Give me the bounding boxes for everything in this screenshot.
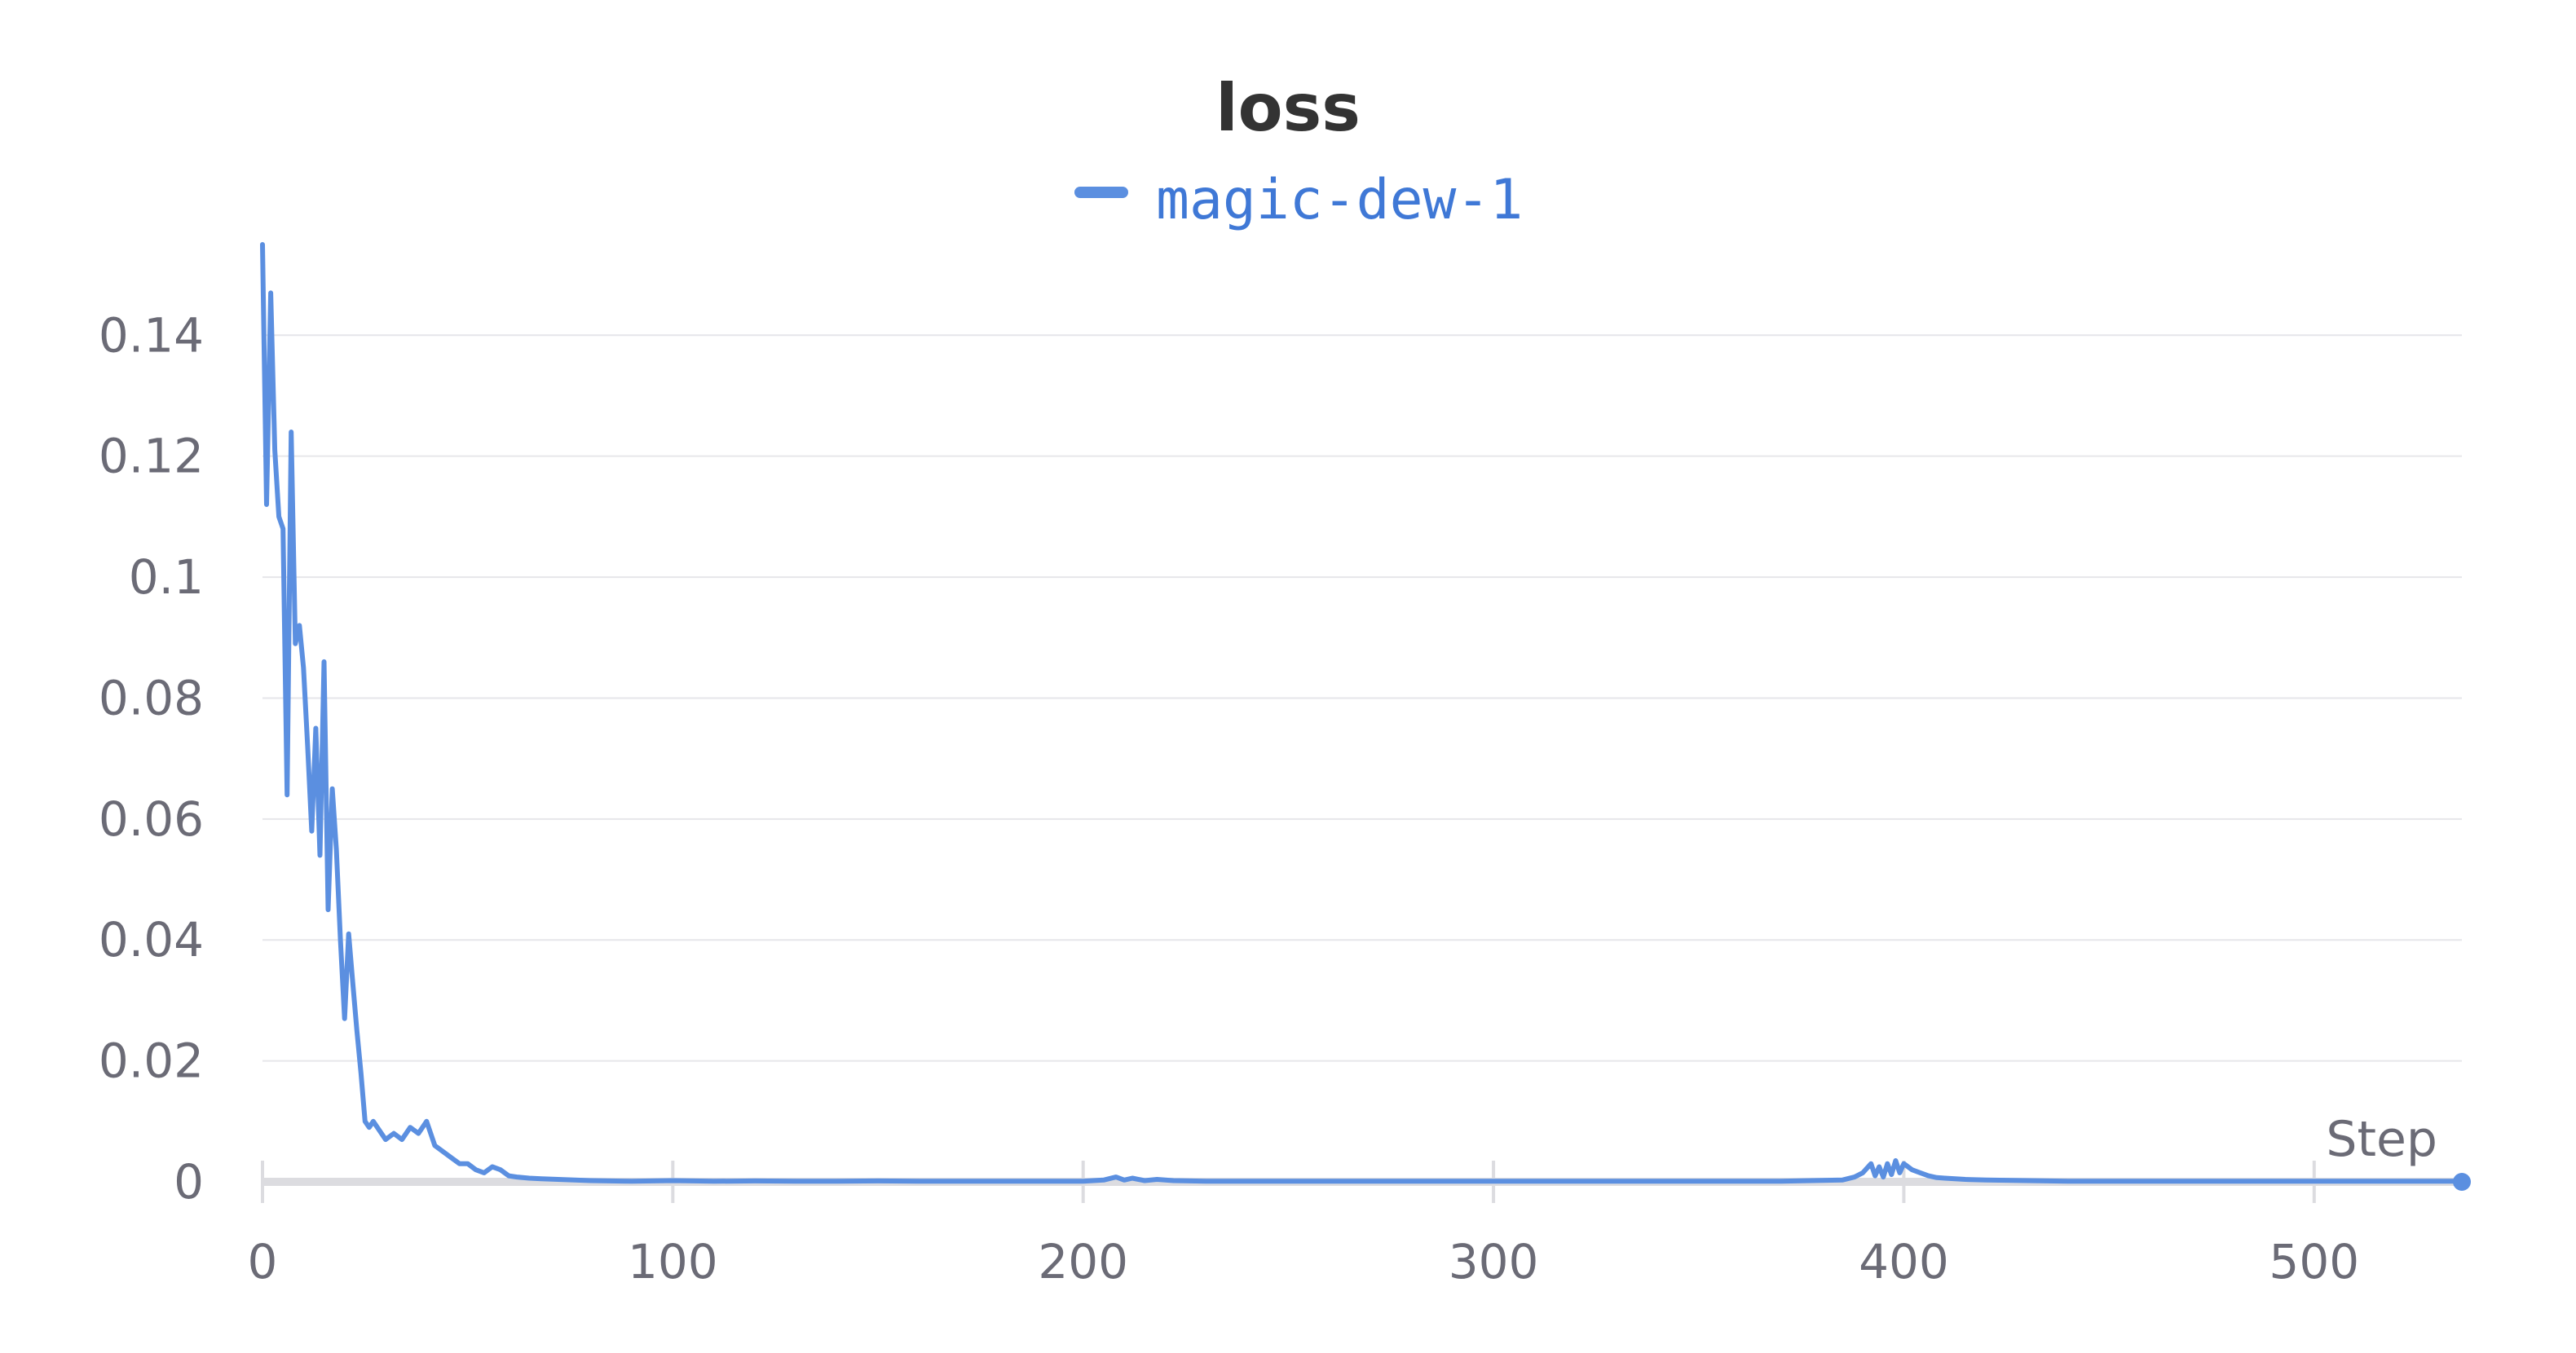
x-axis-tick-labels: 0 100 200 300 400 500 [248,1234,2360,1289]
chart-title: loss [1215,70,1361,146]
x-tick-label: 100 [628,1234,718,1289]
y-tick-label: 0.08 [99,670,204,725]
y-tick-label: 0.04 [99,912,204,967]
legend-item-label: magic-dew-1 [1156,168,1523,232]
y-tick-label: 0.02 [99,1033,204,1089]
y-tick-label: 0.12 [99,429,204,484]
y-tick-label: 0.14 [99,307,204,363]
chart-legend[interactable]: magic-dew-1 [1074,168,1523,232]
y-tick-label: 0.1 [129,549,204,605]
y-tick-label: 0.06 [99,791,204,847]
x-axis-end-handle[interactable] [2453,1173,2471,1191]
series-line-magic-dew-1[interactable] [260,242,2464,1184]
legend-swatch [1074,187,1128,198]
x-axis-label: Step [2326,1111,2437,1168]
grid-lines [262,334,2462,1062]
x-tick-label: 300 [1449,1234,1539,1289]
x-tick-label: 0 [248,1234,278,1289]
x-tick-label: 400 [1859,1234,1949,1289]
x-tick-label: 500 [2269,1234,2359,1289]
x-tick-label: 200 [1038,1234,1128,1289]
y-tick-label: 0 [174,1154,204,1210]
y-axis-tick-labels: 0 0.02 0.04 0.06 0.08 0.1 0.12 0.14 [99,307,204,1210]
